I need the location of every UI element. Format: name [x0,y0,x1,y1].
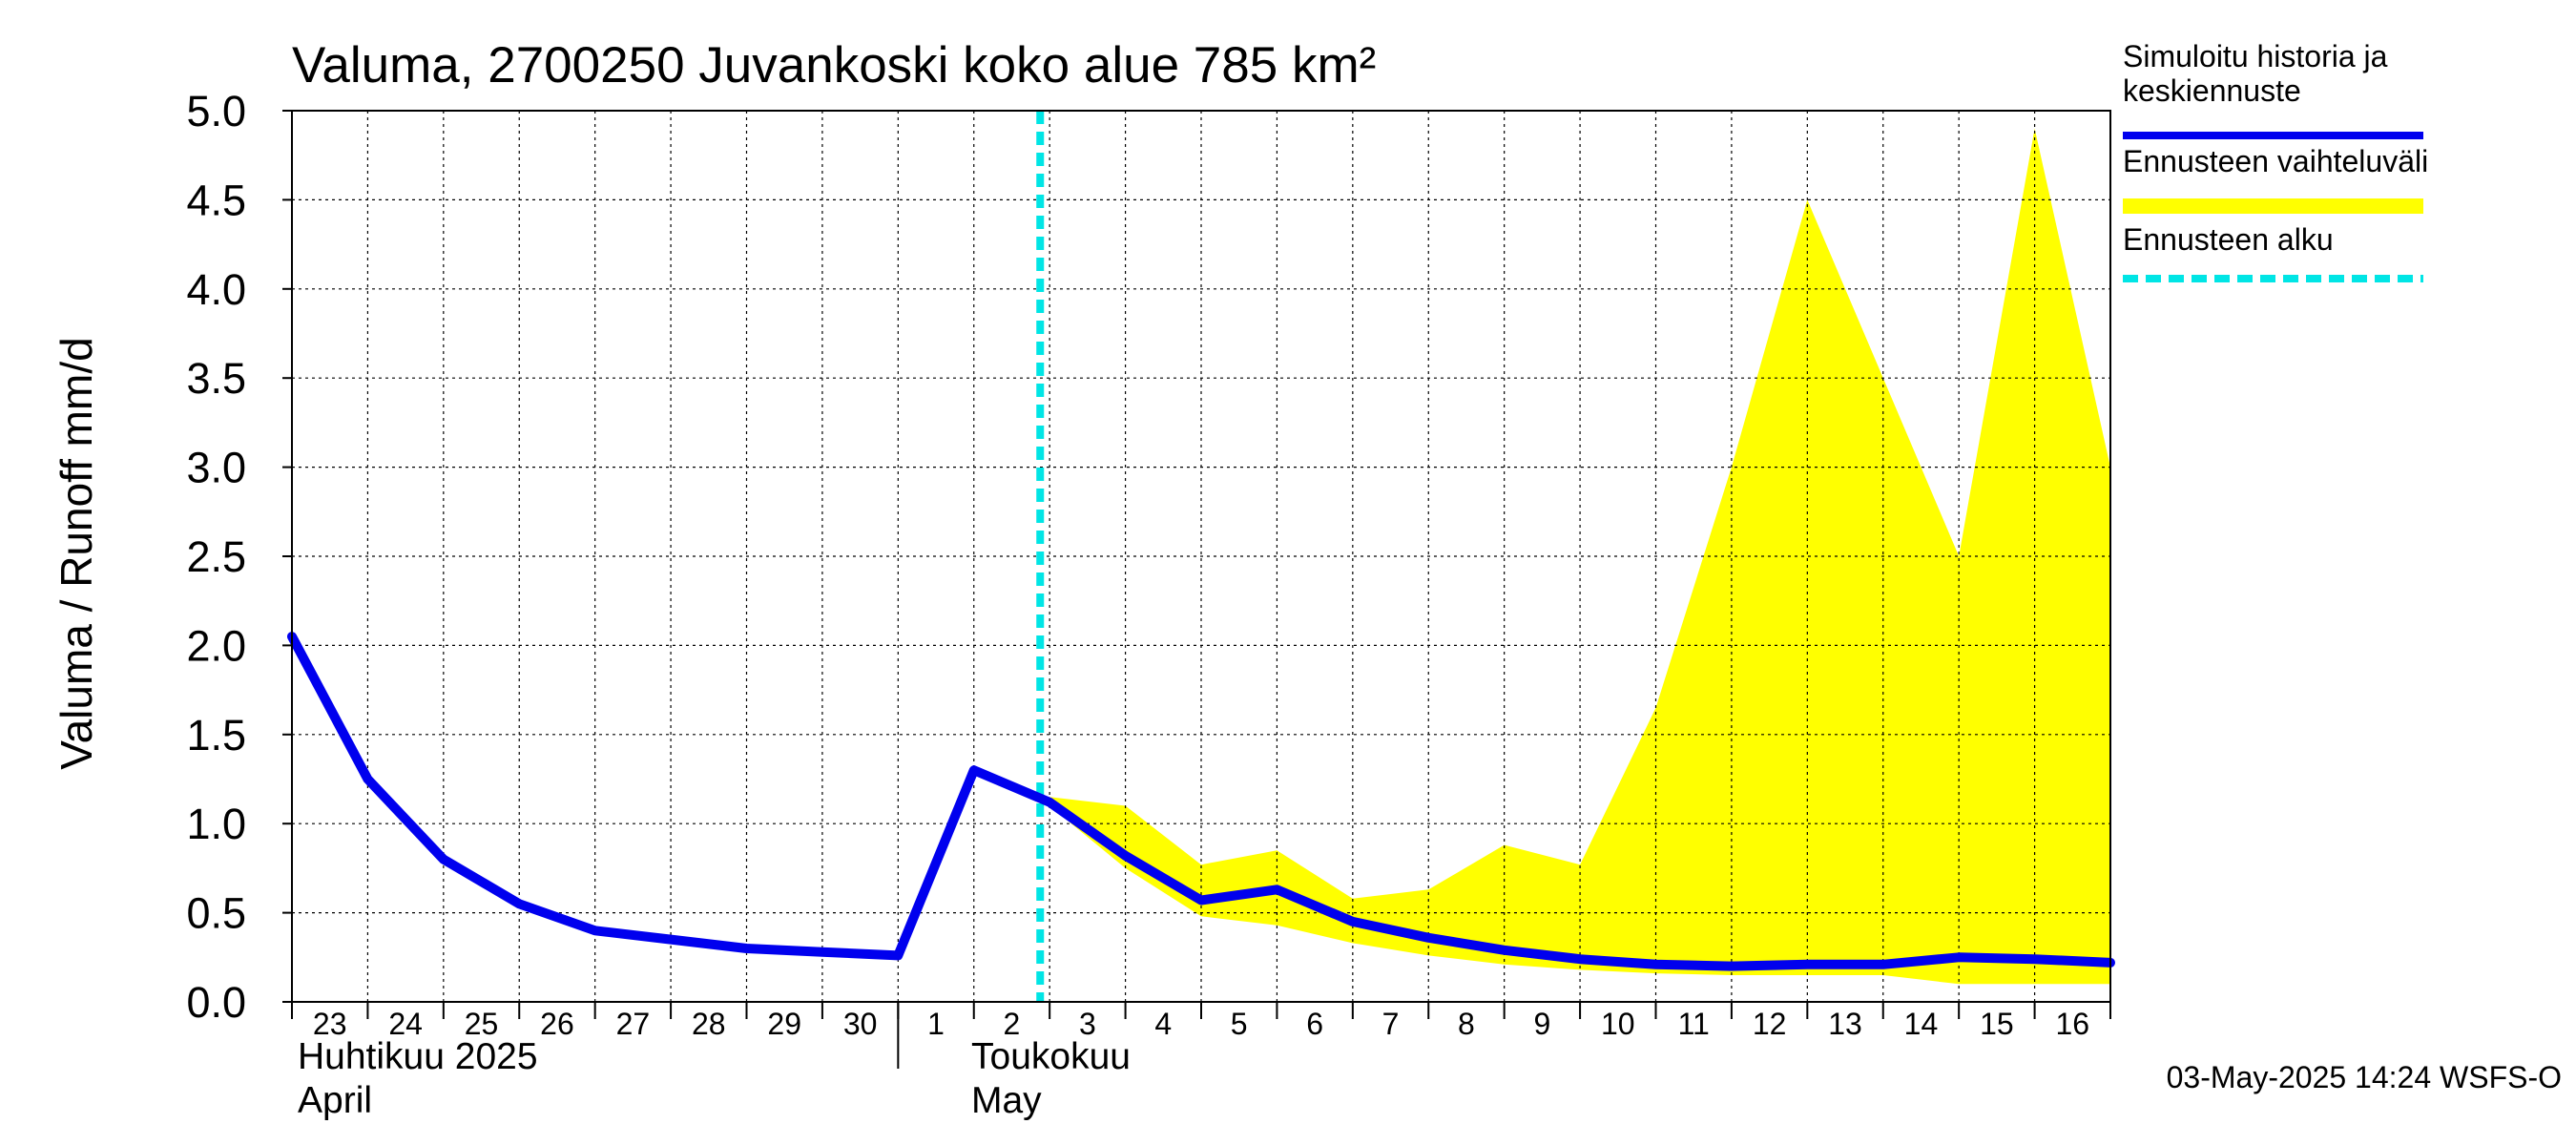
legend-label: Ennusteen alku [2123,222,2334,257]
series-line-simulated [287,632,2115,971]
forecast-range-layer [1049,128,2110,985]
x-tick-label: 28 [692,1007,726,1041]
y-tick-label: 2.0 [186,621,246,670]
y-tick-label: 4.0 [186,265,246,314]
x-tick-label: 23 [313,1007,347,1041]
y-tick-label: 4.5 [186,176,246,224]
x-tick-label: 15 [1980,1007,2014,1041]
y-tick-label: 3.0 [186,444,246,492]
x-tick-label: 30 [843,1007,878,1041]
month-label-en: May [971,1080,1042,1121]
x-tick-label: 13 [1828,1007,1862,1041]
x-tick-label: 10 [1601,1007,1635,1041]
x-tick-label: 9 [1533,1007,1550,1041]
x-tick-label: 25 [465,1007,499,1041]
forecast-range-area [1049,128,2110,985]
legend-label: keskiennuste [2123,73,2301,108]
chart-title: Valuma, 2700250 Juvankoski koko alue 785… [292,37,1376,94]
x-tick-label: 27 [616,1007,651,1041]
legend-label: Simuloitu historia ja [2123,39,2388,73]
x-tick-label: 5 [1231,1007,1248,1041]
y-tick-label: 0.0 [186,978,246,1027]
y-tick-label: 3.5 [186,354,246,403]
x-tick-label: 29 [767,1007,801,1041]
x-tick-label: 11 [1678,1007,1710,1041]
y-tick-label: 5.0 [186,87,246,135]
x-tick-label: 2 [1004,1007,1021,1041]
x-tick-label: 24 [388,1007,423,1041]
month-label: Huhtikuu 2025 [298,1036,538,1077]
legend-label: Ennusteen vaihteluväli [2123,144,2428,178]
x-tick-label: 8 [1458,1007,1475,1041]
month-label-en: April [298,1080,372,1121]
grid-layer [292,111,2110,1002]
y-tick-label: 0.5 [186,889,246,938]
x-tick-label: 26 [540,1007,574,1041]
x-tick-label: 16 [2055,1007,2089,1041]
x-tick-label: 6 [1306,1007,1323,1041]
x-tick-label: 7 [1382,1007,1400,1041]
y-tick-label: 1.5 [186,711,246,760]
y-tick-label: 2.5 [186,532,246,581]
x-tick-label: 12 [1753,1007,1787,1041]
x-tick-label: 14 [1904,1007,1939,1041]
y-tick-label: 1.0 [186,800,246,848]
x-tick-label: 3 [1079,1007,1096,1041]
x-tick-label: 4 [1154,1007,1172,1041]
timestamp-footer: 03-May-2025 14:24 WSFS-O [2167,1060,2562,1094]
month-label: Toukokuu [971,1036,1131,1077]
x-tick-label: 1 [927,1007,945,1041]
y-axis-label: Valuma / Runoff mm/d [52,337,101,769]
axis-layer: 0.00.51.01.52.02.53.03.54.04.55.023 24 25 2… [186,87,2111,1121]
series-layer [287,111,2115,1002]
